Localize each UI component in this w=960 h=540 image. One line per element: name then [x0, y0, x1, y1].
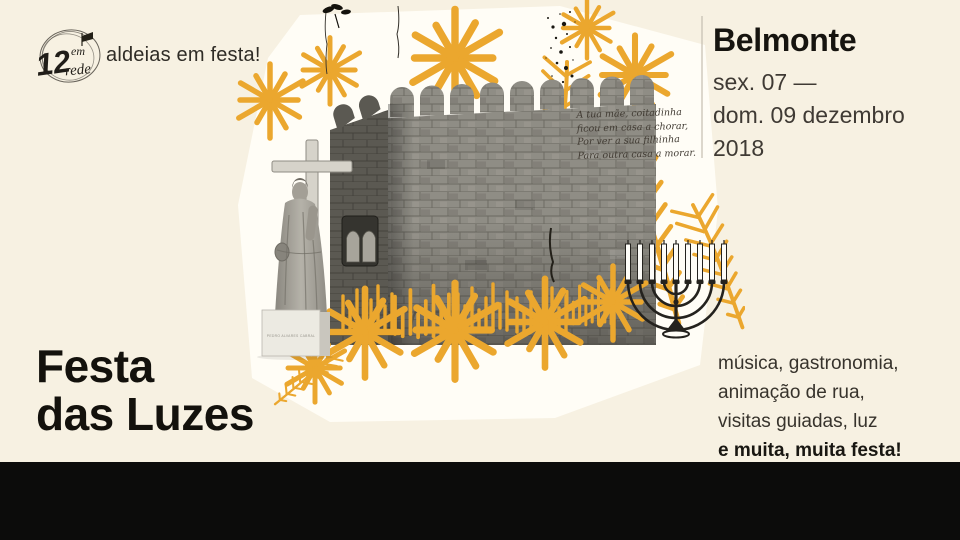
- gothic-window-icon: [341, 215, 379, 267]
- event-description: música, gastronomia, animação de rua, vi…: [718, 349, 902, 465]
- tagline: aldeias em festa!: [106, 44, 261, 66]
- pedestal-inscription: PEDRO ALVARES CABRAL: [267, 334, 315, 338]
- title-line1: Festa: [36, 340, 154, 392]
- description-line: música, gastronomia,: [718, 353, 899, 374]
- event-date-line1: sex. 07 —: [713, 69, 817, 95]
- statue-pedestal: PEDRO ALVARES CABRAL: [261, 309, 330, 357]
- menorah-candles: [624, 240, 728, 284]
- event-date-line3: 2018: [713, 135, 765, 161]
- logo-number: 12: [34, 43, 73, 82]
- ink-scratches: [324, 5, 555, 283]
- ink-leaves: [322, 4, 351, 29]
- castle-battlements-left: [333, 95, 381, 131]
- description-line-bold: e muita, muita festa!: [718, 440, 902, 461]
- logo-word-em: em: [71, 44, 85, 58]
- collage-artwork: PEDRO ALVARES CABRAL: [215, 0, 745, 422]
- description-line: animação de rua,: [718, 382, 865, 403]
- menorah-icon: [624, 240, 728, 339]
- event-date-line2: dom. 09 dezembro: [713, 102, 905, 128]
- page-title: Festa das Luzes: [36, 342, 254, 438]
- handwritten-verse: A tua mãe, coitadinha ficou em casa a ch…: [576, 105, 709, 162]
- logo-word-rede: rede: [64, 61, 92, 79]
- pennant-icon: [82, 32, 93, 42]
- description-line: visitas guiadas, luz: [718, 411, 878, 432]
- 12-em-rede-logo: 12 em rede: [34, 29, 101, 83]
- title-line2: das Luzes: [36, 388, 254, 440]
- statue-illustration: PEDRO ALVARES CABRAL: [257, 139, 353, 360]
- event-location: Belmonte: [713, 22, 857, 58]
- event-info: Belmonte sex. 07 — dom. 09 dezembro 2018: [713, 22, 905, 165]
- statue-figure: [274, 178, 327, 315]
- footer-bar: promotor PROVERE organização co-financia…: [0, 462, 960, 540]
- menorah-base: [662, 318, 690, 339]
- ink-splatter: [545, 11, 576, 84]
